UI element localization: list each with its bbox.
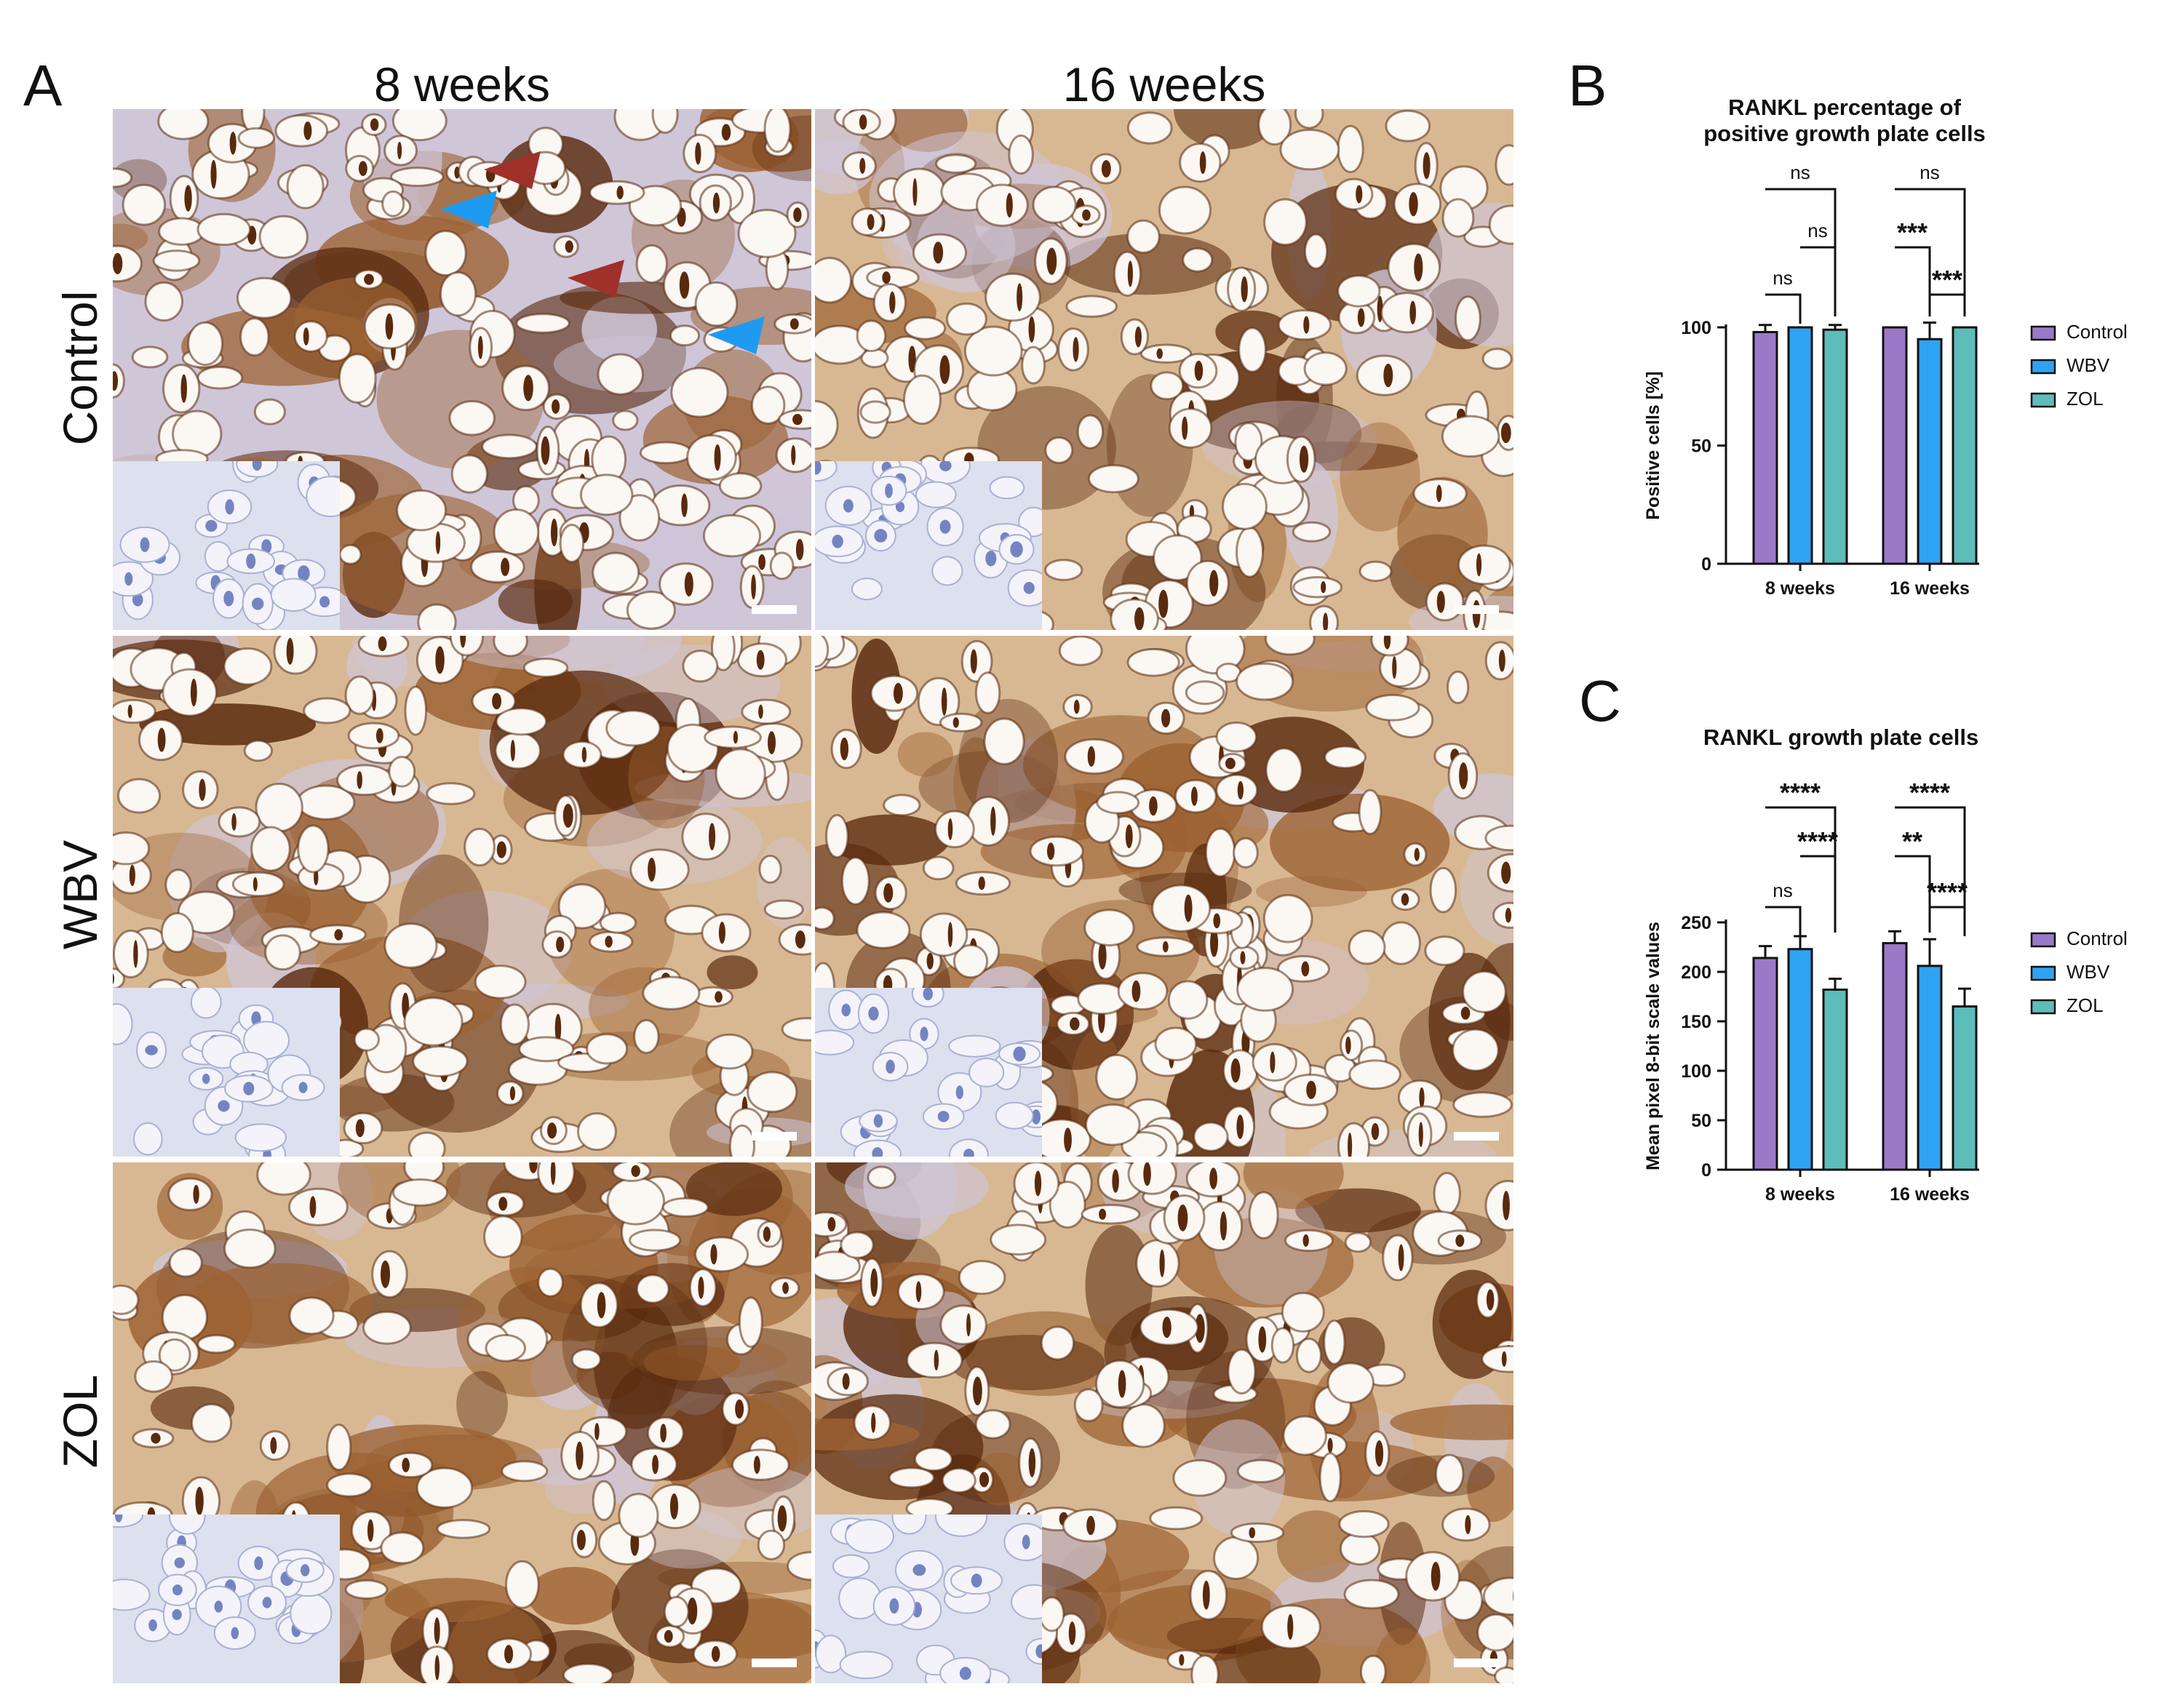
micrograph-wbv-16-weeks (815, 636, 1513, 1157)
significance-bracket (1765, 906, 1802, 936)
significance-bracket (1930, 293, 1966, 316)
legend-swatch-control (2030, 325, 2056, 341)
bar-wbv-16-weeks (1917, 338, 1943, 565)
negative-control-inset (113, 461, 340, 630)
scale-bar (752, 605, 797, 614)
x-tick-label: 8 weeks (1765, 1184, 1835, 1205)
column-header-16-weeks: 16 weeks (1062, 57, 1266, 111)
y-tick-label: 50 (1691, 1111, 1711, 1131)
scale-bar (752, 1659, 797, 1667)
row-header-wbv: WBV (53, 839, 107, 950)
row-header-control: Control (53, 290, 107, 446)
significance-label: **** (1909, 778, 1950, 807)
legend-swatch-zol (2030, 999, 2056, 1015)
negative-control-inset (113, 988, 340, 1157)
bar-wbv-16-weeks (1917, 965, 1943, 1171)
significance-label: ns (1920, 161, 1939, 183)
significance-bracket (1930, 906, 1966, 936)
bar-control-16-weeks (1882, 326, 1908, 565)
scale-bar (1454, 1659, 1499, 1667)
y-tick-label: 0 (1701, 1160, 1711, 1181)
bar-zol-8-weeks (1822, 328, 1848, 565)
significance-bracket (1895, 246, 1931, 316)
legend-label-control: Control (2066, 321, 2128, 343)
bar-zol-16-weeks (1952, 1005, 1978, 1171)
micrograph-zol-8-weeks (113, 1162, 811, 1683)
bar-control-16-weeks (1882, 942, 1908, 1171)
bar-zol-8-weeks (1822, 988, 1848, 1171)
legend-label-control: Control (2066, 927, 2128, 949)
chart-title: positive growth plate cells (1703, 121, 1986, 146)
significance-label: ns (1773, 879, 1792, 901)
blue-arrowhead-icon (440, 191, 497, 228)
chart-c-mean-pixel: RANKL growth plate cells 0 50 100 150 200 250 M… (1643, 725, 2128, 1205)
significance-bracket (1765, 293, 1802, 324)
legend-swatch-wbv (2030, 359, 2056, 375)
chart-title: RANKL growth plate cells (1703, 725, 1978, 750)
y-tick-label: 50 (1691, 436, 1711, 457)
x-tick-label: 8 weeks (1765, 578, 1835, 599)
y-tick-label: 150 (1681, 1012, 1711, 1032)
scale-bar (1454, 605, 1499, 614)
panel-label-c: C (1579, 669, 1621, 733)
legend-swatch-zol (2030, 392, 2056, 408)
significance-bracket (1895, 188, 1966, 313)
x-tick-label: 16 weeks (1890, 1184, 1970, 1205)
row-header-zol: ZOL (53, 1374, 107, 1469)
legend-swatch-wbv (2030, 965, 2056, 981)
significance-label: ns (1790, 161, 1810, 183)
red-arrowhead-icon (484, 151, 541, 189)
negative-control-inset (815, 461, 1042, 630)
legend-label-zol: ZOL (2066, 388, 2104, 410)
chart-title: RANKL percentage of (1728, 95, 1961, 120)
significance-bracket (1895, 855, 1931, 933)
y-tick-label: 100 (1681, 318, 1711, 338)
significance-label: *** (1897, 218, 1928, 247)
blue-arrowhead-icon (708, 316, 765, 354)
significance-label: **** (1780, 778, 1821, 807)
bar-zol-16-weeks (1952, 326, 1978, 565)
y-tick-label: 250 (1681, 913, 1711, 933)
negative-control-inset (815, 1515, 1042, 1683)
legend-label-zol: ZOL (2066, 994, 2104, 1016)
scale-bar (1454, 1132, 1499, 1141)
negative-control-inset (113, 1515, 340, 1683)
x-tick-label: 16 weeks (1890, 578, 1970, 599)
bar-control-8-weeks (1752, 957, 1778, 1171)
y-tick-label: 200 (1681, 962, 1711, 983)
panel-label-b: B (1568, 53, 1607, 118)
significance-label: ns (1773, 267, 1792, 289)
legend-label-wbv: WBV (2066, 354, 2110, 376)
legend-swatch-control (2030, 932, 2056, 948)
micrograph-wbv-8-weeks (113, 636, 811, 1157)
micrograph-zol-16-weeks (815, 1162, 1513, 1683)
significance-label: **** (1797, 826, 1838, 856)
column-header-8-weeks: 8 weeks (373, 57, 551, 111)
bar-wbv-8-weeks (1787, 326, 1813, 565)
red-arrowhead-icon (568, 260, 624, 298)
significance-label: **** (1927, 877, 1968, 907)
significance-label: ns (1807, 220, 1827, 242)
significance-label: *** (1932, 265, 1962, 295)
bar-control-8-weeks (1752, 331, 1778, 565)
significance-bracket (1800, 855, 1837, 933)
y-tick-label: 0 (1701, 554, 1711, 575)
bar-wbv-8-weeks (1787, 948, 1813, 1171)
panel-label-a: A (23, 53, 63, 118)
y-axis-label: Mean pixel 8-bit scale values (1643, 922, 1663, 1170)
micrograph-control-8-weeks (113, 109, 811, 630)
scale-bar (752, 1132, 797, 1141)
y-axis-label: Positive cells [%] (1643, 371, 1663, 519)
negative-control-inset (815, 988, 1042, 1157)
significance-bracket (1895, 806, 1966, 931)
significance-label: ** (1902, 826, 1922, 856)
y-tick-label: 100 (1681, 1061, 1711, 1082)
micrograph-control-16-weeks (815, 109, 1513, 630)
significance-bracket (1800, 246, 1837, 316)
legend-label-wbv: WBV (2066, 961, 2110, 983)
